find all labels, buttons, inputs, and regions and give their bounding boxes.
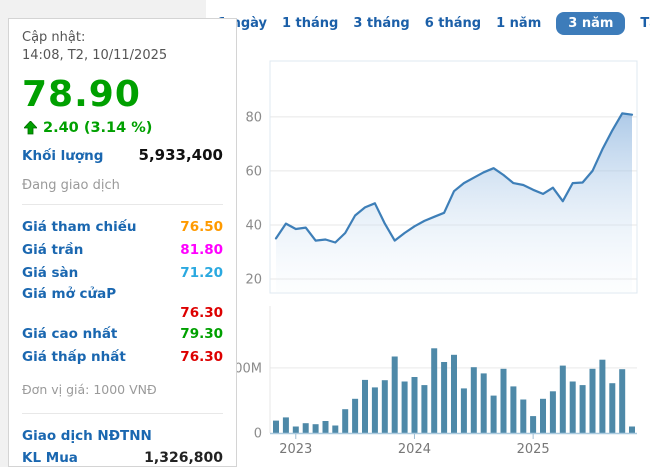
quote-row-label: Giá trần <box>22 242 84 259</box>
svg-text:2024: 2024 <box>398 442 431 457</box>
range-button[interactable]: 1 năm <box>496 15 542 31</box>
quote-row-value: 79.30 <box>180 326 223 343</box>
quote-row: Giá trần 81.80 <box>22 239 223 262</box>
foreign-row-value: 1,326,800 <box>144 450 223 467</box>
svg-text:20: 20 <box>245 272 262 287</box>
chart-panel: 20 40 60 80 0 200M 2023 2024 2025 <box>206 0 650 467</box>
svg-text:60: 60 <box>245 164 262 179</box>
update-label: Cập nhật: <box>22 30 86 45</box>
divider <box>22 204 223 206</box>
volume-label: Khối lượng <box>22 148 104 165</box>
range-button[interactable]: 6 tháng <box>424 15 482 31</box>
svg-text:2025: 2025 <box>517 442 550 457</box>
quote-row: Giá sàn 71.20 <box>22 262 223 285</box>
quote-row-value: 81.80 <box>180 242 223 259</box>
foreign-trading-title: Giao dịch NĐTNN <box>22 428 152 445</box>
divider <box>22 413 223 415</box>
trading-status: Đang giao dịch <box>22 178 120 194</box>
quote-row-label: Giá thấp nhất <box>22 349 126 366</box>
svg-text:2023: 2023 <box>279 442 312 457</box>
last-price: 78.90 <box>22 74 141 116</box>
quote-row-value: 76.50 <box>180 219 223 236</box>
range-button[interactable]: Tất cả <box>640 15 650 31</box>
price-unit-note: Đơn vị giá: 1000 VNĐ <box>22 382 157 398</box>
quote-panel: Cập nhật: 14:08, T2, 10/11/2025 78.90 2.… <box>8 18 237 467</box>
svg-text:40: 40 <box>245 218 262 233</box>
quote-row-value: 71.20 <box>180 265 223 282</box>
quote-row: Giá cao nhất 79.30 <box>22 323 223 346</box>
svg-text:0: 0 <box>254 427 262 442</box>
quote-row-value: 76.30 <box>180 349 223 366</box>
price-change: 2.40 (3.14 %) <box>43 120 153 137</box>
quote-row-label: Giá mở cửaP <box>22 286 117 303</box>
foreign-row-label: KL Mua <box>22 450 78 467</box>
quote-row-label: Giá sàn <box>22 265 79 282</box>
up-arrow-icon <box>24 121 37 135</box>
quote-row-value: 76.30 <box>180 305 223 322</box>
quote-row-label: Giá tham chiếu <box>22 219 137 236</box>
quote-row: Giá thấp nhất 76.30 <box>22 346 223 369</box>
range-button[interactable]: 3 tháng <box>353 15 410 31</box>
quote-row-label: Giá cao nhất <box>22 326 118 343</box>
quote-row: Giá tham chiếu 76.50 <box>22 216 223 239</box>
foreign-row: KL Mua 1,326,800 <box>22 447 223 467</box>
update-time: 14:08, T2, 10/11/2025 <box>22 47 168 63</box>
range-button[interactable]: 1 tháng <box>281 15 339 31</box>
volume-value: 5,933,400 <box>138 146 223 165</box>
quote-row: Giá mở cửaP 76.30 <box>22 285 223 323</box>
svg-text:80: 80 <box>245 110 262 125</box>
range-button[interactable]: 3 năm <box>556 11 626 35</box>
